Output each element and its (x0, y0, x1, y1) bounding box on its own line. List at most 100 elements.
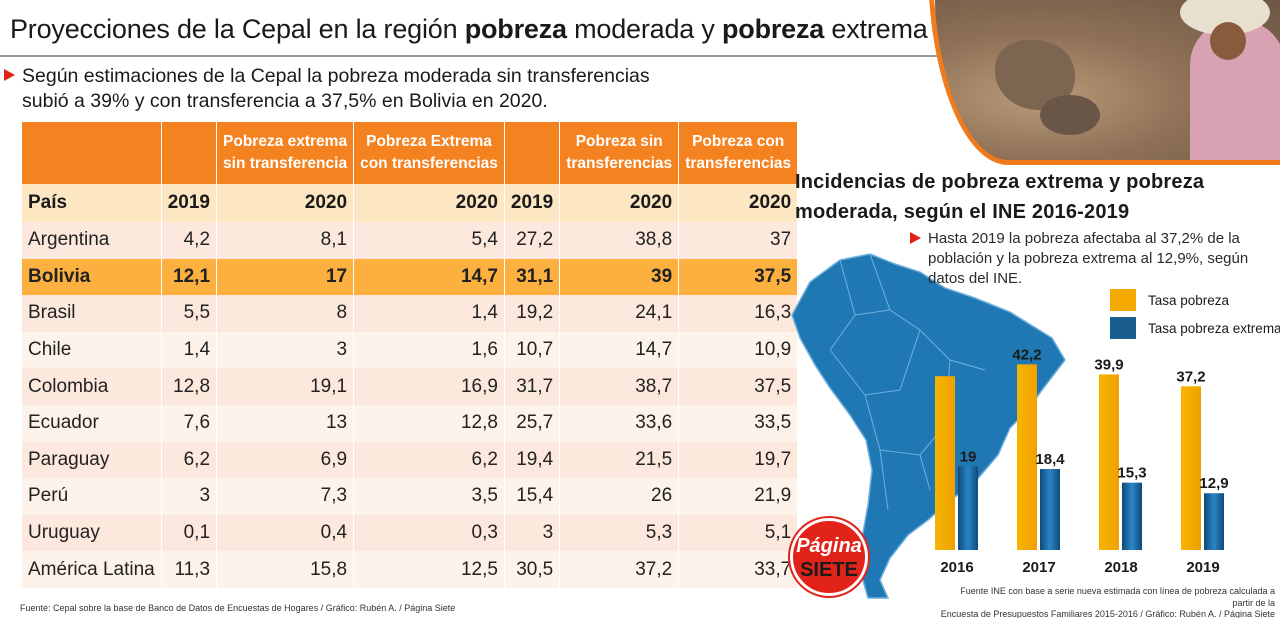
value-cell: 5,4 (353, 222, 505, 259)
title-part: pobreza (464, 14, 567, 44)
value-cell: 16,9 (353, 368, 505, 405)
value-cell: 19,2 (504, 295, 561, 332)
value-cell: 38,7 (559, 368, 680, 405)
table-body: Argentina 4,2 8,1 5,4 27,2 38,8 37 Bolivia 12,1 1… (22, 222, 799, 588)
column-header: 2020 (216, 184, 355, 222)
chart-title-line-2: moderada, según el INE 2016-2019 (795, 201, 1130, 223)
value-cell: 39 (559, 258, 680, 296)
value-cell: 19,1 (216, 368, 355, 405)
value-cell: 6,9 (216, 441, 355, 479)
south-america-map (791, 253, 1066, 599)
value-cell: 0,1 (161, 514, 218, 552)
value-cell: 5,1 (678, 514, 799, 552)
value-cell: 10,9 (678, 331, 799, 369)
table-row: Brasil 5,5 8 1,4 19,2 24,1 16,3 (22, 295, 799, 332)
value-cell: 6,2 (161, 441, 218, 479)
data-label: 15,3 (1117, 465, 1146, 482)
legend-label: Tasa pobreza (1148, 293, 1230, 308)
subtitle-line-1: Según estimaciones de la Cepal la pobrez… (22, 65, 650, 87)
group-header: Pobreza extrema sin transferencia (216, 122, 355, 184)
value-cell: 12,1 (161, 258, 218, 296)
column-header: 2020 (353, 184, 505, 222)
value-cell: 0,4 (216, 514, 355, 552)
poverty-projection-table: Pobreza extrema sin transferencia Pobreza… (22, 122, 799, 588)
red-arrow-icon (4, 69, 15, 81)
legend-swatch-extrema (1110, 317, 1136, 339)
group-header: Pobreza Extrema con transferencias (353, 122, 505, 184)
table-row: Argentina 4,2 8,1 5,4 27,2 38,8 37 (22, 222, 799, 259)
bar-extrema-2019 (1204, 493, 1224, 550)
red-arrow-icon (910, 232, 921, 244)
chart-title-line-1: Incidencias de pobreza extrema y pobreza (795, 171, 1205, 193)
value-cell: 3 (504, 514, 561, 552)
x-tick-label: 2019 (1186, 559, 1219, 576)
legend-item: Tasa pobreza (1110, 287, 1280, 313)
page-title: Proyecciones de la Cepal en la región po… (10, 14, 928, 45)
value-cell: 17 (216, 258, 355, 296)
chart-source: Fuente INE con base a serie nueva estima… (940, 586, 1275, 618)
value-cell: 15,8 (216, 551, 355, 588)
chart-note: Hasta 2019 la pobreza afectaba al 37,2% … (928, 230, 1249, 287)
table-row: Colombia 12,8 19,1 16,9 31,7 38,7 37,5 (22, 368, 799, 405)
value-cell: 33,6 (559, 404, 680, 442)
poverty-bar-chart: 19 2016 42,2 18,4 2017 39,9 15,3 2018 37,2 12,9 20… (935, 346, 1229, 576)
value-cell: 33,7 (678, 551, 799, 588)
table-row: Uruguay 0,1 0,4 0,3 3 5,3 5,1 (22, 514, 799, 552)
legend-swatch-pobreza (1110, 289, 1136, 311)
title-part: moderada y (566, 14, 722, 44)
title-divider (0, 55, 960, 57)
group-header (504, 122, 561, 184)
value-cell: 37,5 (678, 368, 799, 405)
table-row: América Latina 11,3 15,8 12,5 30,5 37,2 33,7 (22, 551, 799, 588)
group-header: Pobreza con transferencias (678, 122, 799, 184)
bar-pobreza-2019 (1181, 386, 1201, 550)
value-cell: 3,5 (353, 478, 505, 515)
bar-extrema-2016 (958, 466, 978, 550)
table-year-header-row: País 2019 2020 2020 2019 2020 2020 (22, 184, 799, 222)
group-header (161, 122, 218, 184)
table-group-header-row: Pobreza extrema sin transferencia Pobreza… (22, 122, 799, 184)
table-source: Fuente: Cepal sobre la base de Banco de … (20, 603, 456, 613)
data-label: 18,4 (1035, 451, 1065, 468)
legend-item: Tasa pobreza extrema (1110, 315, 1280, 341)
data-label: 12,9 (1199, 475, 1228, 492)
value-cell: 10,7 (504, 331, 561, 369)
subtitle-line-2: subió a 39% y con transferencia a 37,5% … (22, 90, 548, 112)
value-cell: 4,2 (161, 222, 218, 259)
chart-source-line-2: Encuesta de Presupuestos Familiares 2015… (940, 609, 1275, 618)
value-cell: 14,7 (559, 331, 680, 369)
chart-title: Incidencias de pobreza extrema y pobreza… (795, 167, 1275, 227)
column-header: 2020 (678, 184, 799, 222)
value-cell: 16,3 (678, 295, 799, 332)
country-cell: América Latina (22, 551, 162, 588)
value-cell: 31,1 (504, 258, 561, 296)
value-cell: 25,7 (504, 404, 561, 442)
value-cell: 7,6 (161, 404, 218, 442)
title-part: pobreza (722, 14, 825, 44)
value-cell: 12,8 (353, 404, 505, 442)
group-header (22, 122, 162, 184)
bar-extrema-2018 (1122, 482, 1142, 550)
country-cell: Ecuador (22, 404, 162, 442)
value-cell: 11,3 (161, 551, 218, 588)
bar-pobreza-2016 (935, 376, 955, 550)
data-label: 19 (960, 448, 977, 465)
value-cell: 6,2 (353, 441, 505, 479)
logo-line-1: Página (796, 535, 862, 557)
value-cell: 12,8 (161, 368, 218, 405)
value-cell: 27,2 (504, 222, 561, 259)
table-row: Bolivia 12,1 17 14,7 31,1 39 37,5 (22, 258, 799, 296)
value-cell: 30,5 (504, 551, 561, 588)
country-cell: Argentina (22, 222, 162, 259)
country-cell: Uruguay (22, 514, 162, 552)
value-cell: 37,2 (559, 551, 680, 588)
country-cell: Chile (22, 331, 162, 369)
column-header: 2019 (504, 184, 561, 222)
column-header: País (22, 184, 162, 222)
country-cell: Bolivia (22, 258, 162, 296)
value-cell: 5,5 (161, 295, 218, 332)
value-cell: 26 (559, 478, 680, 515)
value-cell: 3 (216, 331, 355, 369)
data-label: 42,2 (1012, 346, 1041, 363)
value-cell: 1,4 (161, 331, 218, 369)
